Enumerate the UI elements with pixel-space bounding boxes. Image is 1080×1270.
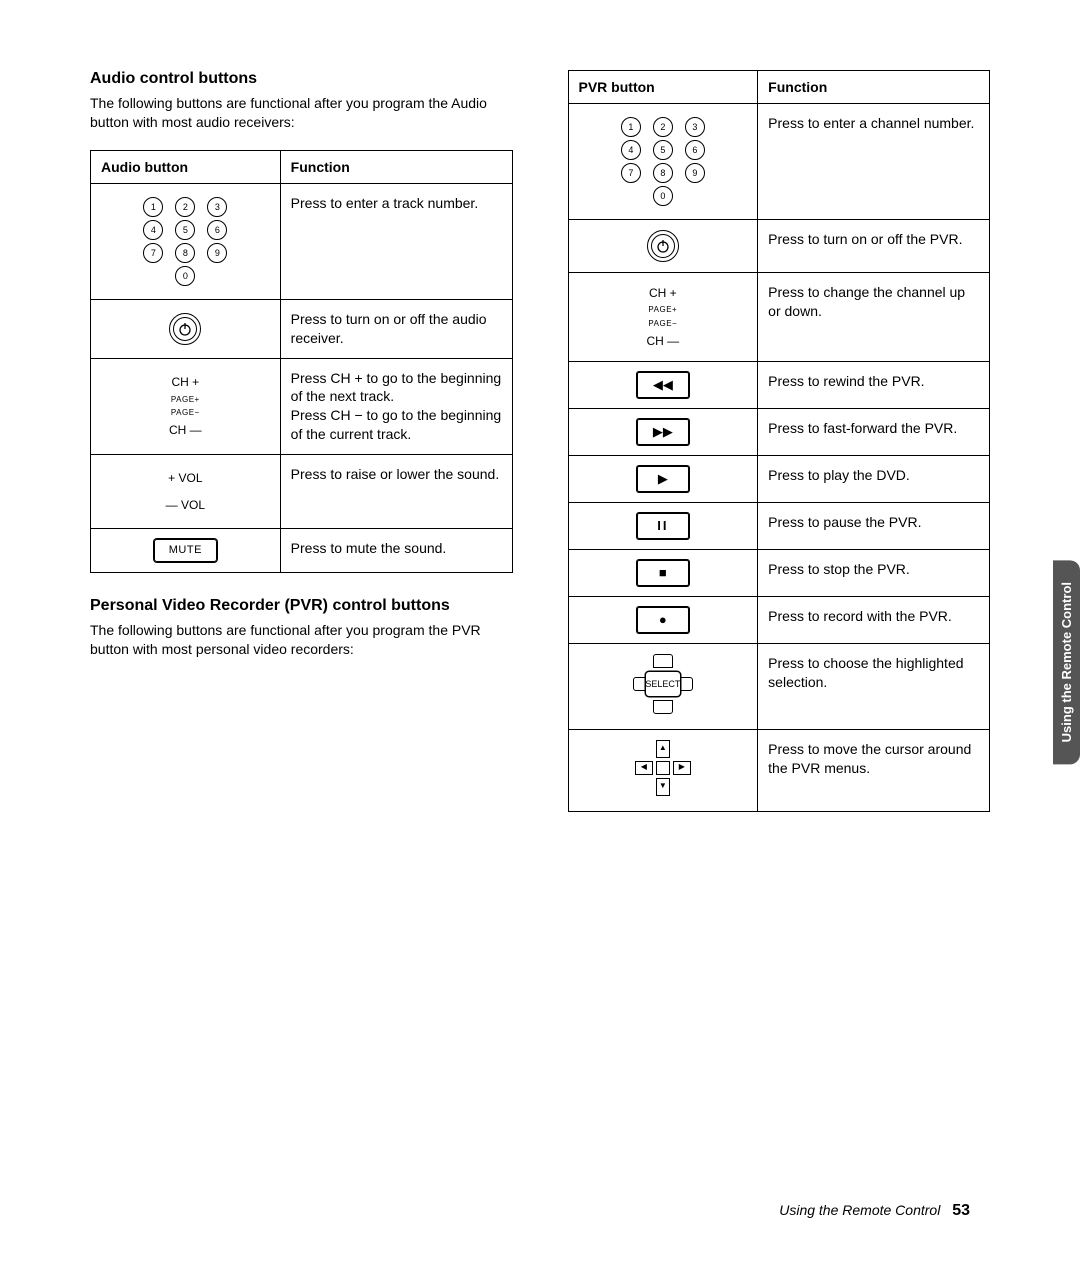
- audio-mute-func: Press to mute the sound.: [280, 528, 512, 572]
- ch-icon: CH + PAGE+ PAGE− CH —: [91, 358, 281, 455]
- select-label: SELECT: [645, 671, 681, 697]
- right-column: PVR button Function 123 456 789 0 Press …: [568, 70, 991, 812]
- page-number: 53: [952, 1202, 970, 1219]
- mute-label: MUTE: [154, 539, 217, 562]
- power-icon: [91, 299, 281, 358]
- audio-power-func: Press to turn on or off the audio receiv…: [280, 299, 512, 358]
- vol-minus-label: — VOL: [166, 492, 205, 518]
- ch-minus-label: CH —: [169, 420, 202, 440]
- pvr-ch-func: Press to change the channel up or down.: [758, 273, 990, 362]
- play-icon: ▶: [568, 455, 758, 502]
- audio-keypad-func: Press to enter a track number.: [280, 183, 512, 299]
- pvr-power-func: Press to turn on or off the PVR.: [758, 220, 990, 273]
- audio-vol-func: Press to raise or lower the sound.: [280, 455, 512, 529]
- two-column-layout: Audio control buttons The following butt…: [90, 70, 990, 812]
- pvr-ff-func: Press to fast-forward the PVR.: [758, 408, 990, 455]
- select-icon: SELECT: [568, 643, 758, 729]
- pvr-ch-plus: CH +: [647, 283, 680, 303]
- audio-ch-func: Press CH + to go to the beginning of the…: [280, 358, 512, 455]
- side-tab: Using the Remote Control: [1053, 560, 1080, 764]
- page-plus-label: PAGE+: [169, 393, 202, 407]
- rewind-icon: ◀◀: [568, 361, 758, 408]
- pvr-cursor-func: Press to move the cursor around the PVR …: [758, 729, 990, 811]
- audio-col-button: Audio button: [91, 150, 281, 183]
- pvr-intro: The following buttons are functional aft…: [90, 621, 513, 659]
- fastforward-icon: ▶▶: [568, 408, 758, 455]
- vol-plus-label: + VOL: [166, 465, 205, 491]
- pvr-col-function: Function: [758, 71, 990, 104]
- audio-ch-a: Press CH + to go to the beginning of the…: [291, 370, 502, 405]
- pvr-power-icon: [568, 220, 758, 273]
- pvr-rec-func: Press to record with the PVR.: [758, 596, 990, 643]
- audio-intro: The following buttons are functional aft…: [90, 94, 513, 132]
- pvr-keypad-func: Press to enter a channel number.: [758, 104, 990, 220]
- vol-icon: + VOL — VOL: [91, 455, 281, 529]
- keypad-icon: 123 456 789 0: [91, 183, 281, 299]
- pvr-table: PVR button Function 123 456 789 0 Press …: [568, 70, 991, 812]
- pvr-rew-func: Press to rewind the PVR.: [758, 361, 990, 408]
- pvr-keypad-icon: 123 456 789 0: [568, 104, 758, 220]
- stop-icon: ■: [568, 549, 758, 596]
- pvr-ch-icon: CH + PAGE+ PAGE− CH —: [568, 273, 758, 362]
- cursor-icon: ▲ ▼ ◀ ▶: [568, 729, 758, 811]
- pvr-stop-func: Press to stop the PVR.: [758, 549, 990, 596]
- page-footer: Using the Remote Control 53: [779, 1202, 970, 1220]
- pvr-ch-minus: CH —: [647, 331, 680, 351]
- ch-plus-label: CH +: [169, 372, 202, 392]
- record-icon: ●: [568, 596, 758, 643]
- footer-text: Using the Remote Control: [779, 1202, 940, 1218]
- audio-table: Audio button Function 123 456 789 0 Pres…: [90, 150, 513, 573]
- audio-ch-b: Press CH − to go to the beginning of the…: [291, 407, 502, 442]
- left-column: Audio control buttons The following butt…: [90, 70, 513, 812]
- pvr-col-button: PVR button: [568, 71, 758, 104]
- pvr-page-plus: PAGE+: [647, 303, 680, 317]
- pvr-pause-func: Press to pause the PVR.: [758, 502, 990, 549]
- pvr-heading: Personal Video Recorder (PVR) control bu…: [90, 597, 513, 615]
- audio-col-function: Function: [280, 150, 512, 183]
- audio-heading: Audio control buttons: [90, 70, 513, 88]
- pvr-page-minus: PAGE−: [647, 317, 680, 331]
- page-minus-label: PAGE−: [169, 406, 202, 420]
- pvr-play-func: Press to play the DVD.: [758, 455, 990, 502]
- pvr-select-func: Press to choose the highlighted selectio…: [758, 643, 990, 729]
- pause-icon: II: [568, 502, 758, 549]
- mute-icon: MUTE: [91, 528, 281, 572]
